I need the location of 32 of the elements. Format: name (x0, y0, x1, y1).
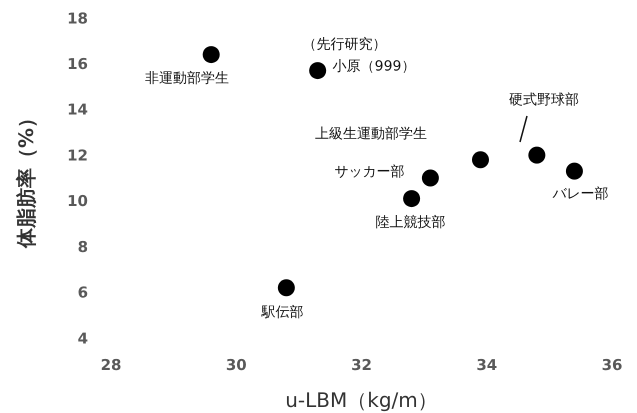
x-tick-label: 30 (226, 356, 247, 374)
annotation: 陸上競技部 (376, 214, 446, 230)
x-axis-title: u-LBM（kg/m） (285, 388, 438, 412)
annotation: バレー部 (551, 186, 608, 202)
x-tick-label: 36 (602, 356, 622, 374)
x-tick-label: 32 (351, 356, 372, 374)
point (278, 279, 295, 296)
y-tick-label: 8 (78, 238, 88, 256)
x-tick-label: 34 (476, 356, 498, 374)
y-tick-label: 14 (67, 100, 88, 119)
point (202, 46, 220, 64)
y-tick-label: 18 (67, 9, 88, 28)
annotation: 硬式野球部 (509, 92, 579, 108)
x-tick-label: 28 (100, 356, 122, 374)
point (422, 170, 439, 186)
point (472, 151, 489, 168)
y-axis-title: 体脂肪率（%） (14, 108, 38, 250)
y-tick-label: 12 (67, 146, 88, 164)
y-tick-label: 10 (67, 192, 88, 210)
annotation: 非運動部学生 (145, 70, 230, 86)
point (566, 162, 583, 180)
y-tick-label: 16 (67, 54, 88, 73)
annotation: 上級生運動部学生 (315, 126, 427, 142)
point (309, 62, 326, 80)
point (403, 190, 420, 208)
point (528, 146, 546, 164)
annotation: （先行研究） (302, 36, 387, 52)
annotation: 小原（999） (332, 58, 416, 74)
y-tick-label: 6 (78, 284, 88, 302)
annotation: サッカー部 (334, 164, 404, 180)
y-tick-label: 4 (78, 329, 88, 348)
annotation: 駅伝部 (260, 304, 304, 321)
